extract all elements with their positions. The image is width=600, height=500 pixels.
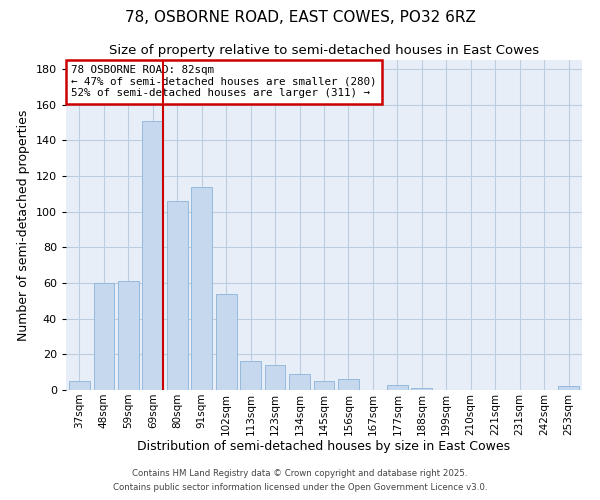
Y-axis label: Number of semi-detached properties: Number of semi-detached properties [17,110,30,340]
Text: 78, OSBORNE ROAD, EAST COWES, PO32 6RZ: 78, OSBORNE ROAD, EAST COWES, PO32 6RZ [125,10,475,25]
Bar [314,381,334,390]
Bar [69,381,90,390]
Bar [412,388,432,390]
Bar [216,294,236,390]
Text: Contains public sector information licensed under the Open Government Licence v3: Contains public sector information licen… [113,484,487,492]
Text: Contains HM Land Registry data © Crown copyright and database right 2025.: Contains HM Land Registry data © Crown c… [132,468,468,477]
Bar [289,374,310,390]
Bar [240,362,261,390]
Bar [142,120,163,390]
Bar [118,281,139,390]
Bar [338,380,359,390]
Bar [387,384,408,390]
Bar [167,201,188,390]
Bar [558,386,579,390]
Bar [94,283,114,390]
Bar [191,186,212,390]
Title: Size of property relative to semi-detached houses in East Cowes: Size of property relative to semi-detach… [109,44,539,58]
Bar [265,365,286,390]
X-axis label: Distribution of semi-detached houses by size in East Cowes: Distribution of semi-detached houses by … [137,440,511,454]
Text: 78 OSBORNE ROAD: 82sqm
← 47% of semi-detached houses are smaller (280)
52% of se: 78 OSBORNE ROAD: 82sqm ← 47% of semi-det… [71,65,377,98]
